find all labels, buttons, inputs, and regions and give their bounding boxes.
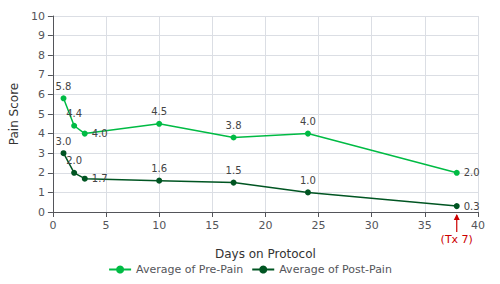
svg-text:(Tx 7): (Tx 7) bbox=[441, 233, 473, 246]
svg-text:9: 9 bbox=[38, 29, 45, 42]
svg-text:5.8: 5.8 bbox=[56, 81, 72, 92]
svg-text:1.6: 1.6 bbox=[151, 163, 167, 174]
svg-text:3: 3 bbox=[38, 147, 45, 160]
svg-text:7: 7 bbox=[38, 68, 45, 81]
svg-text:2: 2 bbox=[38, 166, 45, 179]
svg-text:1: 1 bbox=[38, 186, 45, 199]
svg-text:35: 35 bbox=[418, 219, 432, 232]
svg-text:4.5: 4.5 bbox=[151, 106, 167, 117]
svg-text:4: 4 bbox=[38, 127, 45, 140]
svg-text:Days on Protocol: Days on Protocol bbox=[215, 247, 316, 261]
svg-text:0: 0 bbox=[38, 206, 45, 219]
svg-text:10: 10 bbox=[31, 10, 45, 23]
svg-text:8: 8 bbox=[38, 49, 45, 62]
svg-text:40: 40 bbox=[471, 219, 485, 232]
svg-text:1.0: 1.0 bbox=[300, 175, 316, 186]
svg-text:30: 30 bbox=[365, 219, 379, 232]
svg-text:4.4: 4.4 bbox=[66, 108, 82, 119]
svg-text:25: 25 bbox=[312, 219, 326, 232]
svg-text:4.0: 4.0 bbox=[300, 116, 316, 127]
svg-text:20: 20 bbox=[258, 219, 272, 232]
svg-text:5: 5 bbox=[103, 219, 110, 232]
svg-text:3.0: 3.0 bbox=[56, 136, 72, 147]
svg-text:3.8: 3.8 bbox=[226, 120, 242, 131]
svg-text:2.0: 2.0 bbox=[66, 155, 82, 166]
svg-text:1.7: 1.7 bbox=[92, 173, 108, 184]
svg-text:4.0: 4.0 bbox=[92, 128, 108, 139]
svg-text:15: 15 bbox=[205, 219, 219, 232]
svg-text:5: 5 bbox=[38, 108, 45, 121]
svg-text:1.5: 1.5 bbox=[226, 165, 242, 176]
svg-text:0.3: 0.3 bbox=[464, 201, 480, 212]
svg-text:Average of Post-Pain: Average of Post-Pain bbox=[279, 263, 392, 276]
svg-text:Pain Score: Pain Score bbox=[7, 83, 21, 145]
svg-text:10: 10 bbox=[152, 219, 166, 232]
svg-text:0: 0 bbox=[49, 219, 56, 232]
svg-text:6: 6 bbox=[38, 88, 45, 101]
svg-text:Average of Pre-Pain: Average of Pre-Pain bbox=[136, 263, 243, 276]
svg-text:2.0: 2.0 bbox=[464, 167, 480, 178]
